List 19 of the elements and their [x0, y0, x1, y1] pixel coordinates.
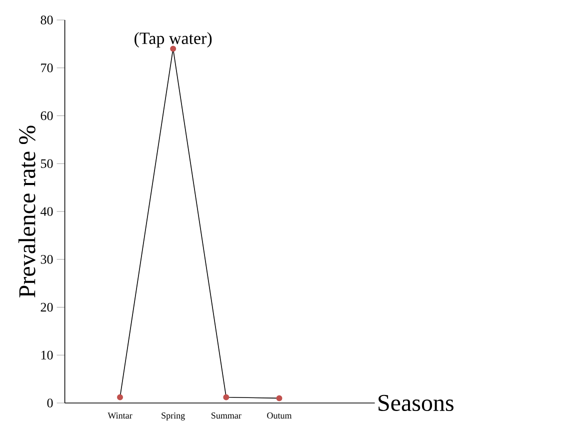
- x-tick-label: Outum: [267, 412, 292, 419]
- y-tick-label: 20: [40, 302, 53, 312]
- y-tick-label: 60: [40, 111, 53, 120]
- y-tick-label: 70: [41, 63, 53, 72]
- x-tick-label: Summar: [212, 412, 242, 419]
- x-tick-label: Wintar: [108, 412, 132, 419]
- y-tick-label: 30: [40, 254, 53, 264]
- annotation: (Tap water): [134, 32, 212, 48]
- y-tick-label: 50: [41, 159, 53, 168]
- point: [223, 394, 230, 400]
- x-axis-title: Seasons: [378, 394, 454, 412]
- point: [276, 395, 282, 402]
- y-tick-label: 40: [40, 207, 53, 216]
- x-tick-label: Spring: [162, 412, 185, 420]
- point: [117, 394, 124, 400]
- y-axis-title: Prevalence rate %: [18, 126, 36, 298]
- y-tick-label: 0: [47, 398, 53, 408]
- y-tick-label: 10: [41, 350, 53, 360]
- y-tick-label: 80: [40, 16, 53, 24]
